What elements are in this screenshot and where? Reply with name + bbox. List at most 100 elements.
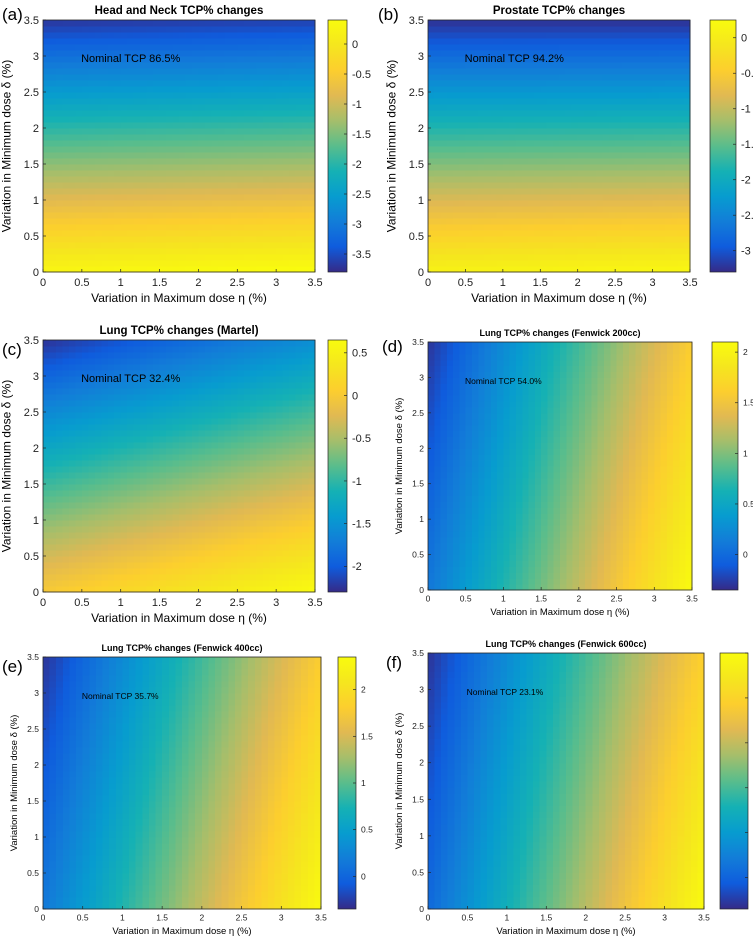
- heatmap-cell: [191, 134, 200, 141]
- heatmap-cell: [133, 128, 141, 135]
- heatmap-cell: [263, 158, 271, 165]
- heatmap-cell: [204, 382, 212, 389]
- heatmap-cell: [224, 478, 232, 485]
- heatmap-cell: [665, 110, 672, 117]
- heatmap-cell: [243, 212, 251, 219]
- heatmap-cell: [243, 544, 251, 551]
- heatmap-cell: [490, 56, 498, 63]
- heatmap-cell: [120, 128, 128, 135]
- heatmap-cell: [496, 212, 504, 219]
- heatmap-cell: [571, 128, 579, 135]
- heatmap-cell: [237, 116, 245, 123]
- heatmap-cell: [101, 236, 109, 243]
- heatmap-cell: [230, 502, 238, 509]
- heatmap-cell: [602, 146, 610, 153]
- heatmap-cell: [552, 170, 560, 177]
- heatmap-cell: [269, 164, 277, 171]
- heatmap-cell: [140, 170, 148, 177]
- heatmap-cell: [211, 224, 219, 231]
- heatmap-cell: [75, 158, 83, 165]
- heatmap-cell: [602, 248, 610, 255]
- heatmap-cell: [583, 146, 591, 153]
- heatmap-cell: [204, 62, 212, 69]
- heatmap-cell: [652, 38, 660, 45]
- heatmap-cell: [276, 98, 284, 105]
- heatmap-cell: [55, 86, 64, 93]
- heatmap-cell: [230, 164, 238, 171]
- heatmap-cell: [127, 230, 135, 237]
- heatmap-cell: [159, 50, 167, 57]
- heatmap-cell: [159, 436, 167, 443]
- heatmap-cell: [217, 574, 225, 581]
- heatmap-cell: [75, 92, 83, 99]
- heatmap-cell: [446, 80, 454, 87]
- heatmap-cell: [185, 146, 193, 153]
- heatmap-cell: [114, 424, 122, 431]
- heatmap-cell: [198, 448, 206, 455]
- heatmap-cell: [88, 224, 96, 231]
- heatmap-cell: [250, 56, 258, 63]
- heatmap-cell: [633, 152, 641, 159]
- heatmap-cell: [237, 478, 245, 485]
- heatmap-cell: [552, 74, 560, 81]
- heatmap-cell: [671, 194, 679, 201]
- heatmap-cell: [179, 236, 187, 243]
- heatmap-cell: [490, 224, 498, 231]
- heatmap-cell: [224, 50, 232, 57]
- heatmap-cell: [127, 122, 135, 129]
- heatmap-cell: [671, 44, 679, 51]
- heatmap-cell: [577, 218, 585, 225]
- heatmap-cell: [43, 170, 51, 177]
- heatmap-cell: [471, 92, 479, 99]
- heatmap-cell: [428, 74, 435, 81]
- heatmap-cell: [191, 442, 200, 449]
- heatmap-cell: [276, 140, 284, 147]
- heatmap-cell: [120, 44, 128, 51]
- colorbar-tick-label: -1: [741, 104, 751, 116]
- heatmap-cell: [596, 176, 604, 183]
- heatmap-cell: [496, 182, 504, 189]
- heatmap-cell: [166, 50, 174, 57]
- heatmap-cell: [114, 98, 122, 105]
- heatmap-cell: [527, 122, 535, 129]
- heatmap-cell: [646, 98, 654, 105]
- heatmap-cell: [652, 170, 660, 177]
- heatmap-cell: [88, 448, 96, 455]
- heatmap-cell: [107, 92, 115, 99]
- heatmap-cell: [140, 478, 148, 485]
- heatmap-cell: [62, 466, 70, 473]
- heatmap-cell: [282, 74, 290, 81]
- heatmap-cell: [646, 248, 654, 255]
- heatmap-cell: [224, 508, 232, 515]
- heatmap-cell: [191, 574, 200, 581]
- heatmap-cell: [534, 122, 541, 129]
- heatmap-cell: [217, 448, 225, 455]
- heatmap-cell: [204, 74, 212, 81]
- heatmap-cell: [565, 134, 573, 141]
- heatmap-cell: [282, 116, 290, 123]
- heatmap-cell: [446, 182, 454, 189]
- heatmap-cell: [608, 146, 616, 153]
- heatmap-cell: [146, 352, 154, 359]
- heatmap-cell: [166, 418, 174, 425]
- heatmap-cell: [127, 236, 135, 243]
- heatmap-cell: [159, 376, 167, 383]
- heatmap-cell: [140, 194, 148, 201]
- heatmap-cell: [146, 80, 154, 87]
- heatmap-cell: [179, 230, 187, 237]
- heatmap-cell: [571, 80, 579, 87]
- heatmap-cell: [166, 236, 174, 243]
- heatmap-cell: [302, 152, 310, 159]
- heatmap-cell: [243, 430, 251, 437]
- heatmap-cell: [434, 110, 442, 117]
- heatmap-cell: [94, 62, 102, 69]
- heatmap-cell: [88, 104, 96, 111]
- heatmap-cell: [633, 122, 641, 129]
- heatmap-cell: [521, 170, 529, 177]
- heatmap-cell: [269, 230, 277, 237]
- heatmap-cell: [677, 158, 685, 165]
- heatmap-cell: [633, 218, 641, 225]
- heatmap-cell: [133, 38, 141, 45]
- heatmap-cell: [459, 212, 467, 219]
- heatmap-cell: [88, 140, 96, 147]
